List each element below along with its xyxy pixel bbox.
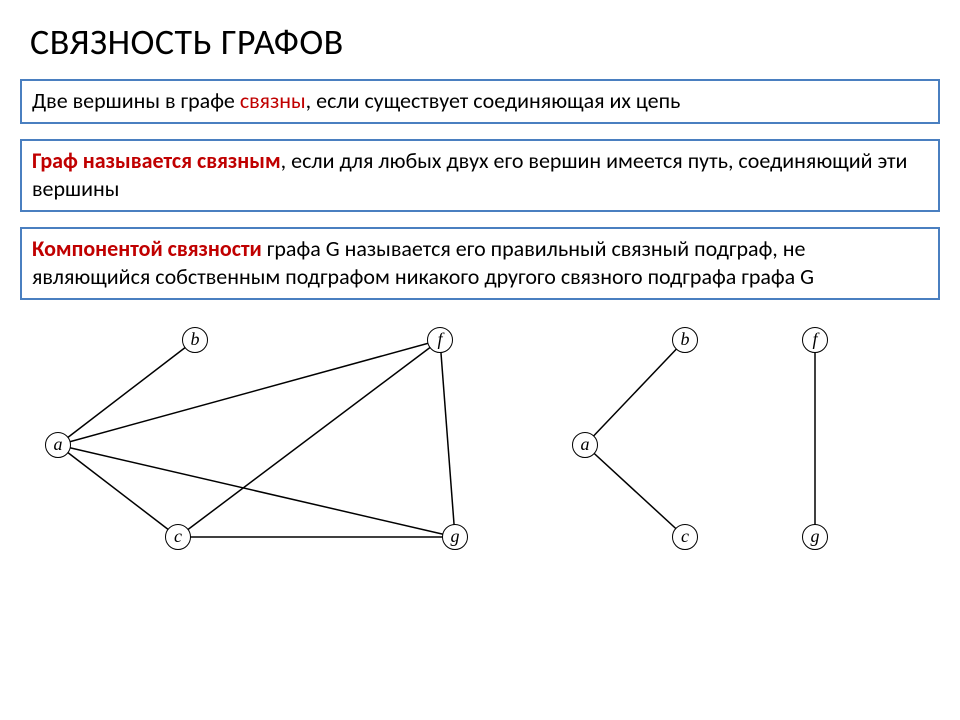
diagrams-row: abcfg abc fg — [20, 315, 940, 565]
page-title: СВЯЗНОСТЬ ГРАФОВ — [30, 20, 940, 64]
definition-2: Граф называется связным, если для любых … — [20, 139, 940, 212]
def1-term: связны — [240, 87, 306, 114]
def1-pre: Две вершины в графе — [32, 87, 240, 114]
def1-post: , если существует соединяющая их цепь — [306, 87, 681, 114]
graph-2: a b c — [555, 315, 735, 565]
node-c: c — [165, 524, 191, 550]
node-g: g — [442, 524, 468, 550]
definition-3: Компонентой связности графа G называется… — [20, 227, 940, 300]
node-f: f — [427, 327, 453, 353]
node-g: g — [802, 524, 828, 550]
edge-f-g — [440, 340, 455, 537]
node-b: b — [182, 327, 208, 353]
edge-a-f — [58, 340, 440, 445]
def3-term: Компонентой связности — [32, 235, 262, 262]
graph-3: fg — [765, 315, 865, 565]
edge-a-b — [585, 340, 685, 445]
node-b: b — [672, 327, 698, 353]
edge-a-c — [585, 445, 685, 537]
definition-1: Две вершины в графе связны, если существ… — [20, 79, 940, 124]
node-f: f — [802, 327, 828, 353]
node-a: a — [572, 432, 598, 458]
edge-c-f — [178, 340, 440, 537]
node-a: a — [45, 432, 71, 458]
node-c: c — [672, 524, 698, 550]
graph-1: a b c f g — [20, 315, 525, 565]
edge-a-b — [58, 340, 195, 445]
def2-term: Граф называется связным — [32, 147, 281, 174]
